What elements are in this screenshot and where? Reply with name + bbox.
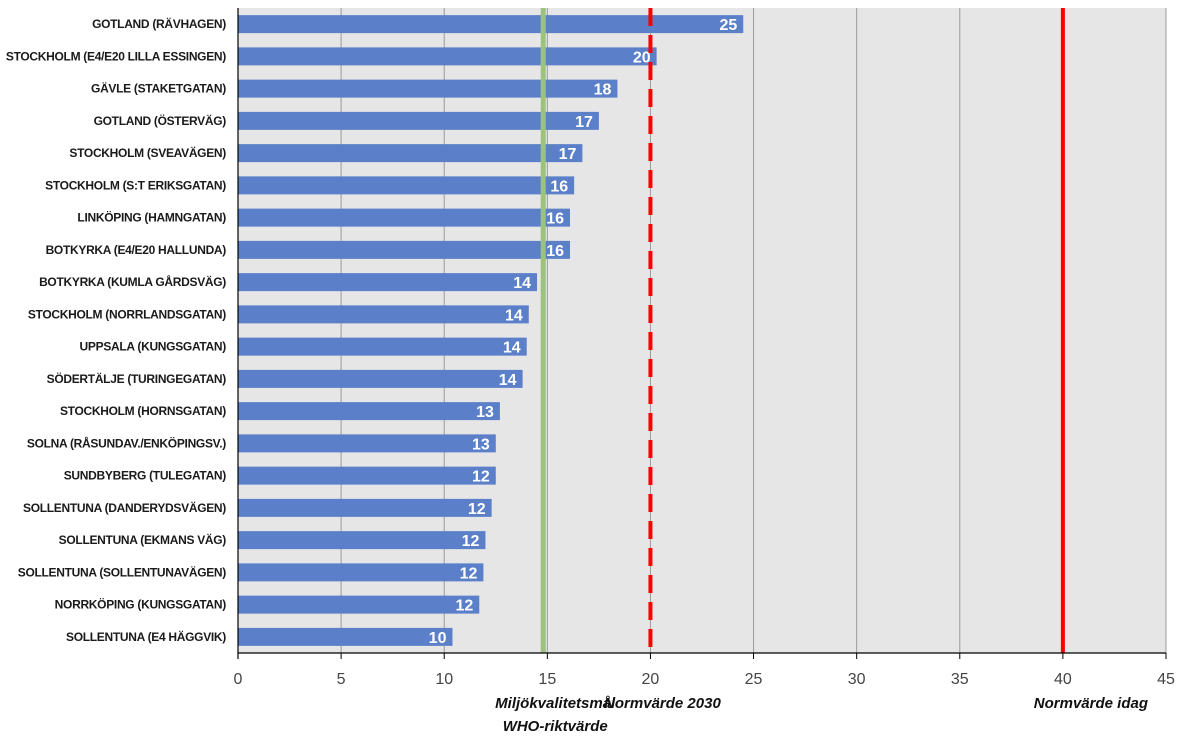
category-label: SOLLENTUNA (EKMANS VÄG): [59, 532, 227, 547]
category-label: STOCKHOLM (HORNSGATAN): [60, 404, 226, 418]
bar: [238, 627, 453, 646]
bar: [238, 498, 492, 517]
bar: [238, 176, 575, 195]
x-tick-label: 20: [642, 671, 660, 688]
category-label: SÖDERTÄLJE (TURINGEGATAN): [47, 371, 227, 386]
bar: [238, 402, 500, 421]
data-label: 14: [513, 275, 531, 292]
data-label: 16: [550, 178, 568, 195]
category-label: STOCKHOLM (E4/E20 LILLA ESSINGEN): [6, 49, 226, 63]
category-label: BOTKYRKA (KUMLA GÅRDSVÄG): [39, 274, 226, 289]
reference-label: Normvärde idag: [1034, 695, 1148, 712]
x-tick-label: 15: [538, 671, 556, 688]
bar: [238, 531, 486, 550]
x-tick-label: 40: [1054, 671, 1072, 688]
category-label: NORRKÖPING (KUNGSGATAN): [55, 597, 227, 612]
bar: [238, 47, 657, 66]
category-label: SOLLENTUNA (E4 HÄGGVIK): [66, 629, 226, 644]
category-label: LINKÖPING (HAMNGATAN): [77, 210, 226, 225]
category-label: STOCKHOLM (NORRLANDSGATAN): [28, 307, 226, 321]
category-label: SOLNA (RÅSUNDAV./ENKÖPINGSV.): [27, 435, 226, 450]
data-label: 20: [633, 49, 651, 66]
bar: [238, 595, 480, 614]
bar: [238, 79, 618, 98]
bar: [238, 434, 496, 453]
data-label: 12: [460, 565, 478, 582]
bar: [238, 466, 496, 485]
x-tick-label: 45: [1157, 671, 1175, 688]
reference-line-labels: Miljökvalitetsmål WHO-riktvärde Normvärde …: [495, 695, 1148, 735]
reference-lines: [540, 8, 1065, 653]
data-label: 10: [429, 630, 447, 647]
data-label: 13: [476, 404, 494, 421]
bar: [238, 369, 523, 388]
x-tick-label: 35: [951, 671, 969, 688]
category-labels: GOTLAND (RÄVHAGEN) STOCKHOLM (E4/E20 LILL…: [6, 16, 227, 644]
category-label: GÄVLE (STAKETGATAN): [91, 81, 226, 96]
data-label: 17: [575, 114, 593, 131]
x-tick-label: 10: [435, 671, 453, 688]
data-label: 25: [719, 17, 737, 34]
bar: [238, 240, 571, 259]
data-label: 12: [468, 501, 486, 518]
bar: [238, 15, 744, 34]
category-label: STOCKHOLM (S:T ERIKSGATAN): [45, 178, 226, 192]
category-label: UPPSALA (KUNGSGATAN): [80, 340, 227, 354]
category-label: SOLLENTUNA (DANDERYDSVÄGEN): [23, 500, 226, 515]
x-tick-labels: 0 5 10 15 20 25 30 35 40 45: [234, 671, 1175, 688]
x-tick-label: 5: [337, 671, 346, 688]
bar: [238, 208, 571, 227]
category-label: GOTLAND (ÖSTERVÄG): [94, 113, 227, 128]
bar: [238, 273, 538, 292]
reference-label: Miljökvalitetsmål: [495, 695, 616, 712]
reference-label: Normvärde 2030: [604, 695, 721, 712]
bar: [238, 563, 484, 582]
data-label: 18: [594, 82, 612, 99]
category-label: SUNDBYBERG (TULEGATAN): [64, 469, 227, 483]
category-label: SOLLENTUNA (SOLLENTUNAVÄGEN): [18, 564, 227, 579]
category-label: BOTKYRKA (E4/E20 HALLUNDA): [46, 243, 227, 257]
data-label: 12: [472, 469, 490, 486]
data-label: 12: [462, 533, 480, 550]
bar: [238, 337, 527, 356]
x-tick-label: 25: [745, 671, 763, 688]
plot-area: [238, 8, 1166, 653]
bar: [238, 144, 583, 163]
data-label: 17: [559, 146, 577, 163]
bar: [238, 305, 529, 324]
data-label: 13: [472, 436, 490, 453]
bar: [238, 111, 599, 130]
data-label: 16: [546, 211, 564, 228]
data-label: 14: [505, 307, 523, 324]
data-label: 14: [503, 340, 521, 357]
x-tick-label: 30: [848, 671, 866, 688]
category-label: STOCKHOLM (SVEAVÄGEN): [69, 145, 226, 160]
data-label: 14: [499, 372, 517, 389]
reference-label: WHO-riktvärde: [503, 718, 608, 735]
x-tick-label: 0: [234, 671, 243, 688]
data-label: 12: [455, 598, 473, 615]
data-label: 16: [546, 243, 564, 260]
axes: [237, 8, 1167, 659]
category-label: GOTLAND (RÄVHAGEN): [92, 16, 226, 31]
